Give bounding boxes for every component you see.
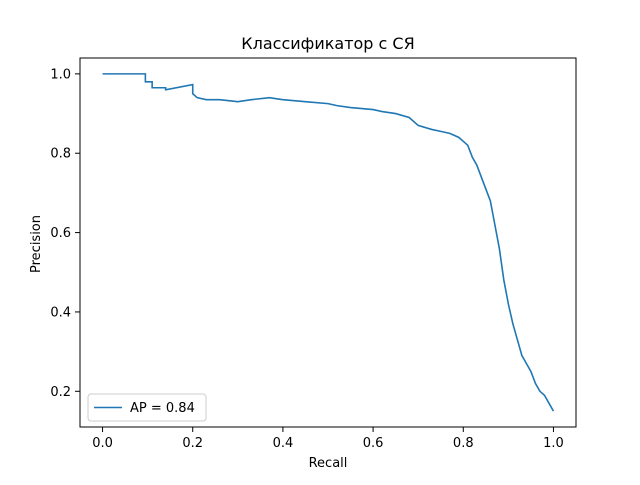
- legend: AP = 0.84: [87, 393, 207, 422]
- chart-title: Классификатор с СЯ: [241, 34, 414, 53]
- x-tick-label: 1.0: [543, 436, 564, 451]
- legend-label: AP = 0.84: [130, 401, 195, 416]
- x-tick-label: 0.0: [92, 436, 113, 451]
- x-tick-label: 0.6: [363, 436, 384, 451]
- x-axis-ticks: 0.0 0.2 0.4 0.6 0.8 1.0: [92, 427, 564, 451]
- axes-frame: [79, 57, 577, 428]
- y-tick-label: 0.8: [50, 147, 71, 162]
- x-axis-label: Recall: [309, 456, 348, 471]
- x-tick-label: 0.8: [453, 436, 474, 451]
- y-tick-label: 0.4: [50, 305, 71, 320]
- x-tick-label: 0.2: [182, 436, 203, 451]
- y-axis-label: Precision: [29, 215, 44, 273]
- y-tick-label: 0.6: [50, 226, 71, 241]
- y-tick-label: 0.2: [50, 385, 71, 400]
- x-tick-label: 0.4: [273, 436, 294, 451]
- legend-box: [87, 393, 207, 422]
- y-axis-ticks: 0.2 0.4 0.6 0.8 1.0: [50, 67, 80, 400]
- plot-area: 0.0 0.2 0.4 0.6 0.8 1.0 0.2 0.4 0.6 0.8 1.0: [50, 57, 577, 451]
- series-line-pr-curve: [102, 73, 555, 412]
- y-tick-label: 1.0: [50, 67, 71, 82]
